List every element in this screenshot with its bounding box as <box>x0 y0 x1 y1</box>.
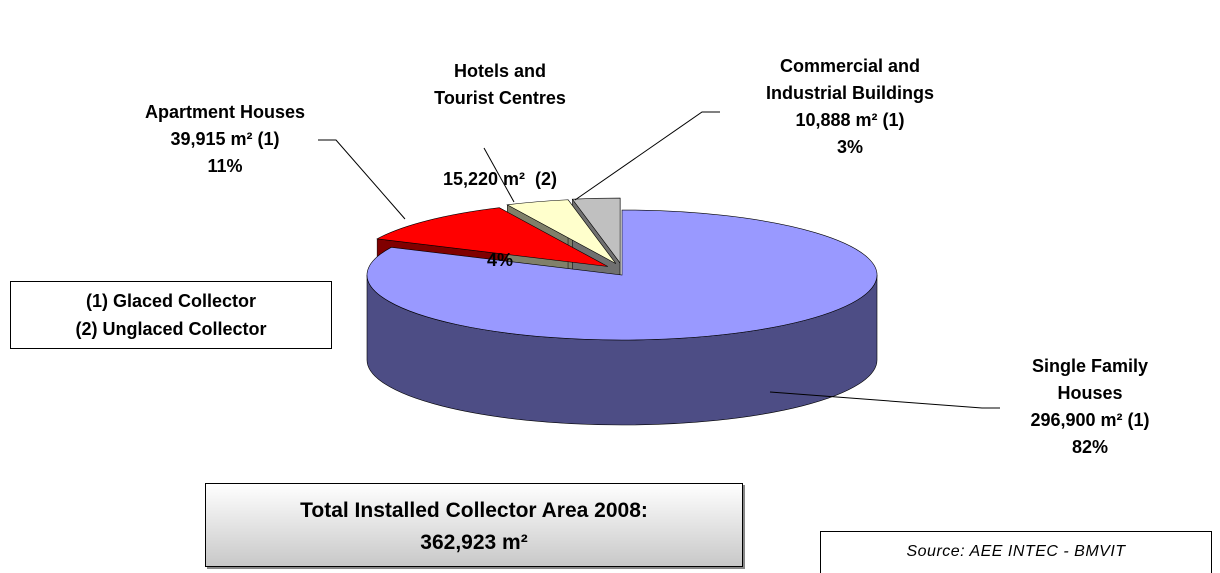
category-label: Apartment Houses <box>144 102 306 122</box>
category-label: Single Family Houses <box>1031 356 1149 403</box>
category-label: Commercial and Industrial Buildings <box>765 56 934 103</box>
leader-line <box>483 147 515 203</box>
area-label: 10,888 m² (1) <box>795 110 905 130</box>
value-label: 82% <box>1071 437 1109 457</box>
leader-line <box>318 139 406 220</box>
total-box: Total Installed Collector Area 2008: 362… <box>205 483 743 567</box>
slice-label: Hotels and Tourist Centres 15,220 m² (2)… <box>390 4 610 301</box>
slice <box>366 209 878 341</box>
category-label: Hotels and Tourist Centres <box>434 61 566 108</box>
area-label: 296,900 m² (1) <box>1030 410 1150 430</box>
leader-line <box>769 391 1000 409</box>
source-box: Source: AEE INTEC - BMVIT <box>820 531 1212 573</box>
slice-label: Commercial and Industrial Buildings 10,8… <box>730 53 970 161</box>
slice <box>571 197 621 264</box>
value-label: 11% <box>207 156 243 176</box>
pie <box>366 197 878 426</box>
slice <box>506 199 617 264</box>
total-value: 362,923 m² <box>420 531 528 554</box>
notes-box: (1) Glaced Collector (2) Unglaced Collec… <box>10 281 332 349</box>
slice-label: Single Family Houses 296,900 m² (1) 82% <box>960 353 1220 461</box>
note: (2) Unglaced Collector <box>75 319 267 339</box>
slice-label: Apartment Houses 39,915 m² (1) 11% <box>95 99 355 180</box>
leader-line <box>574 111 720 201</box>
leader-lines <box>318 111 1000 409</box>
slice <box>376 207 609 267</box>
area-label: 39,915 m² (1) <box>170 129 280 149</box>
source: Source: AEE INTEC - BMVIT <box>906 543 1126 560</box>
total-title: Total Installed Collector Area 2008: <box>300 499 648 522</box>
area-label: 15,220 m² (2) <box>442 169 558 189</box>
note: (1) Glaced Collector <box>85 291 257 311</box>
value-label: 4% <box>486 250 513 270</box>
value-label: 3% <box>836 137 863 157</box>
